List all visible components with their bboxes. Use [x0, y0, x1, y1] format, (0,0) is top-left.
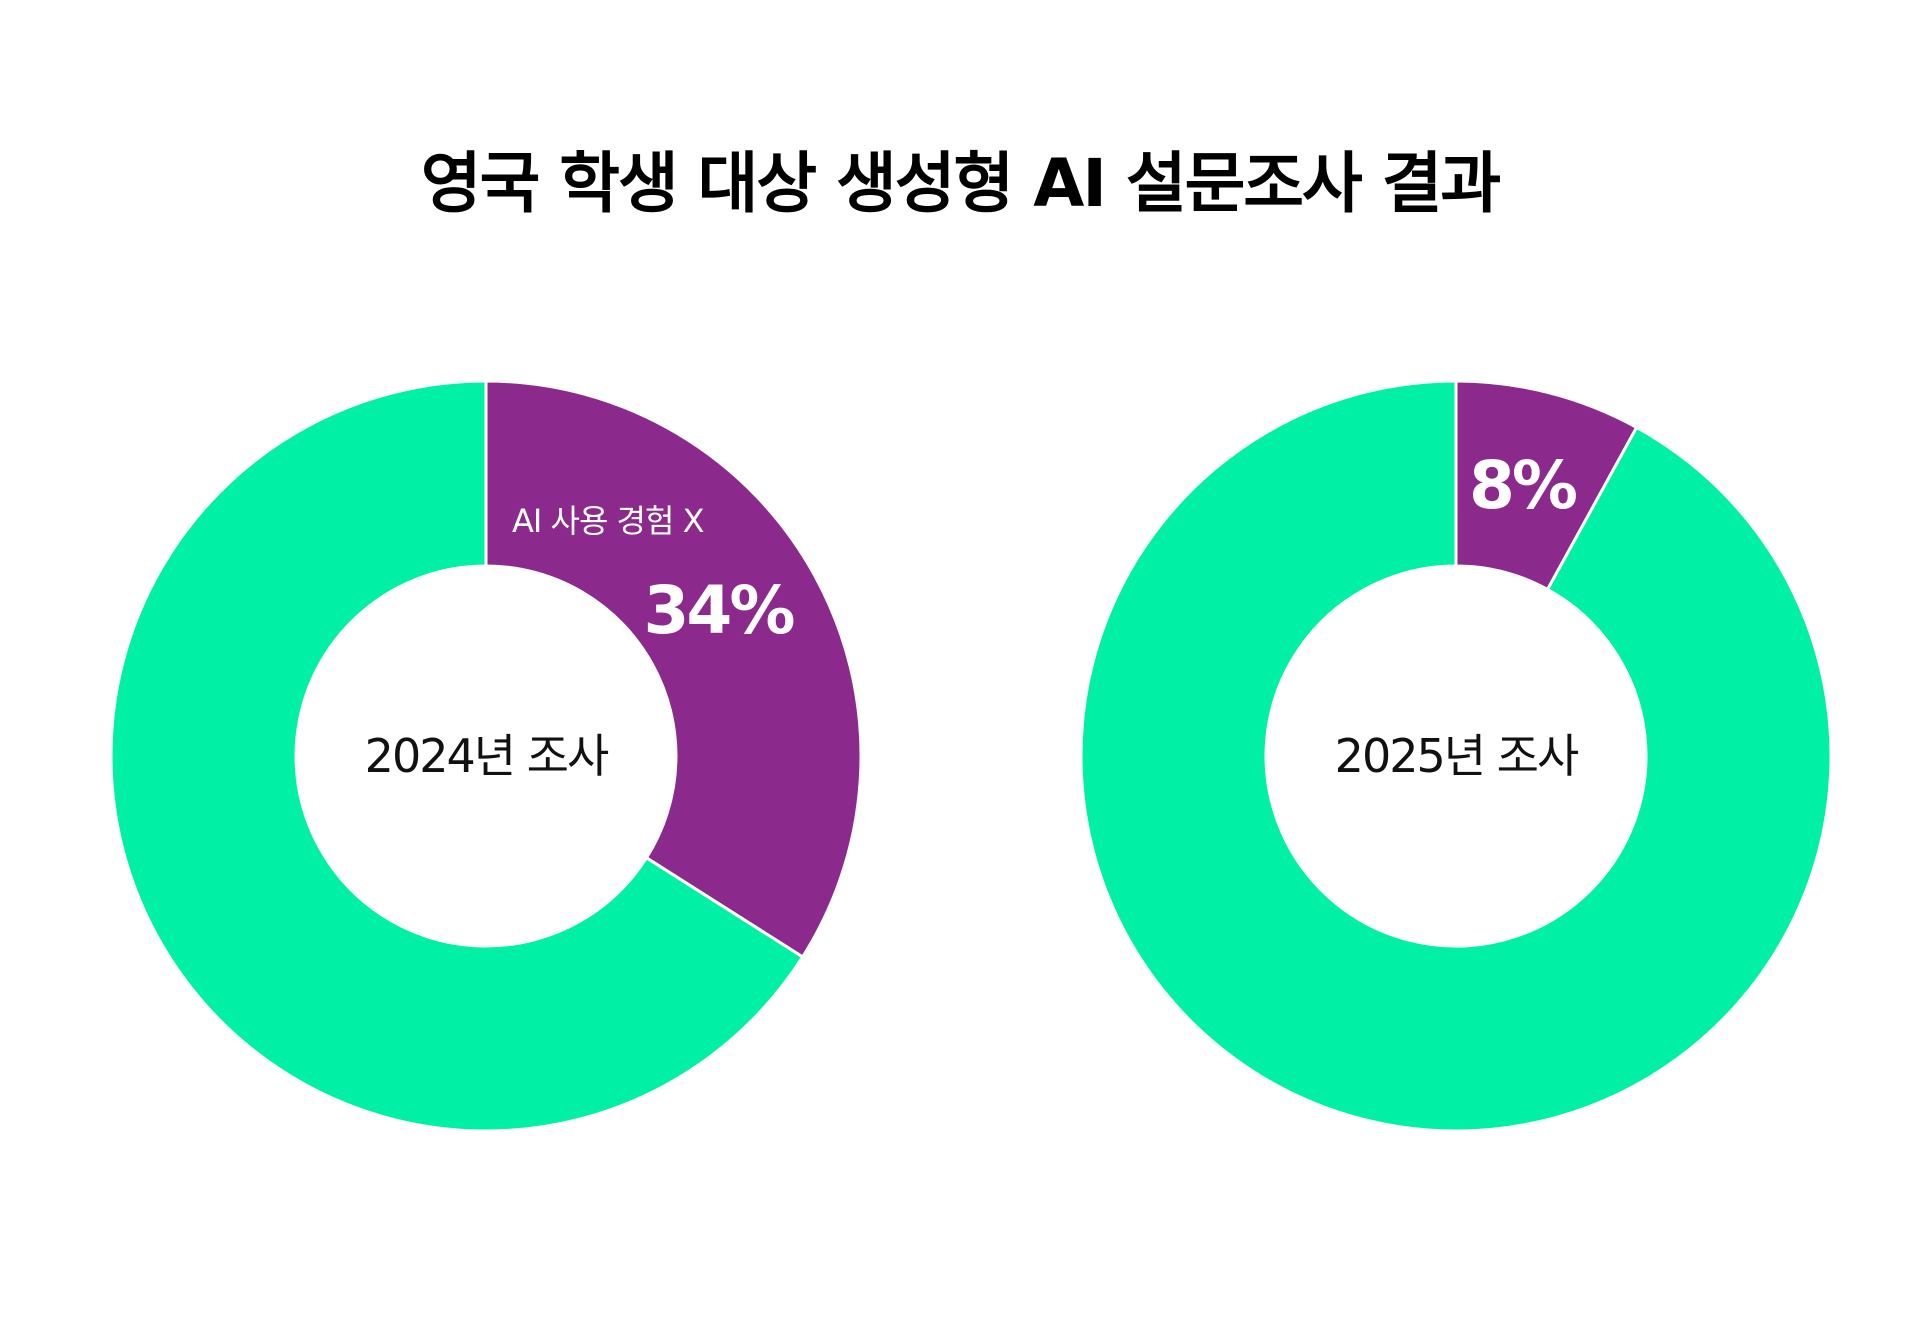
donut-1-slice-label: AI 사용 경험 X — [512, 502, 704, 540]
donut-1-slice-2 — [109, 379, 805, 1133]
donut-1-value-label: 34% — [644, 572, 795, 649]
donut-2-slice-2 — [1079, 379, 1833, 1133]
donut-2-center-label: 2025년 조사 — [1335, 729, 1579, 783]
donut-chart-2: 2025년 조사 8% — [1079, 379, 1833, 1133]
donut-1-slice-1 — [484, 379, 863, 960]
chart-title: 영국 학생 대상 생성형 AI 설문조사 결과 — [420, 145, 1501, 222]
donut-2-value-label: 8% — [1469, 447, 1577, 524]
donut-chart-1: 2024년 조사 AI 사용 경험 X 34% — [109, 379, 863, 1133]
donut-1-center-label: 2024년 조사 — [365, 729, 609, 783]
